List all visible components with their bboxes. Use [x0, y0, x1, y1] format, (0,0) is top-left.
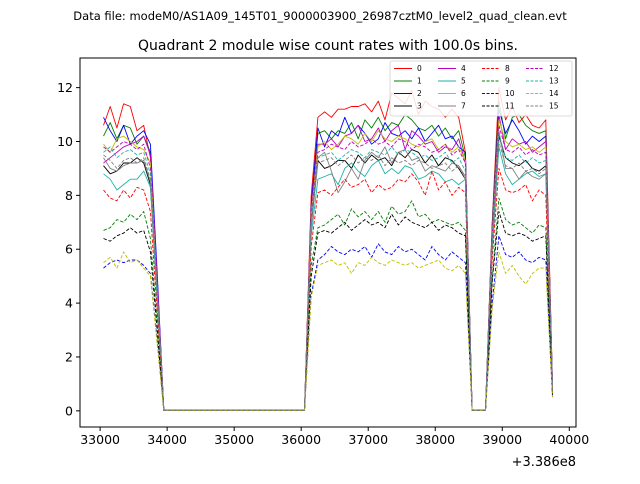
legend-label-13: 13 [549, 77, 559, 86]
legend-label-9: 9 [505, 77, 510, 86]
legend-label-7: 7 [461, 102, 466, 111]
y-tick-label: 8 [65, 188, 73, 203]
series-line-12 [103, 124, 553, 411]
data-file-label: Data file: modeM0/AS1A09_145T01_90000039… [73, 9, 567, 23]
legend-label-3: 3 [417, 102, 422, 111]
series-line-14 [103, 251, 553, 411]
x-axis: 33000 34000 35000 36000 37000 38000 39000 40000 [80, 427, 589, 447]
legend-label-1: 1 [417, 77, 422, 86]
x-tick-label: 39000 [482, 432, 522, 447]
legend-box [389, 60, 573, 117]
legend-label-0: 0 [417, 64, 422, 73]
y-tick-label: 10 [57, 134, 73, 149]
x-tick-label: 33000 [80, 432, 120, 447]
x-tick-label: 38000 [415, 432, 455, 447]
legend-label-10: 10 [505, 89, 515, 98]
y-tick-label: 0 [65, 403, 73, 418]
legend-label-5: 5 [461, 77, 466, 86]
x-tick-label: 37000 [348, 432, 388, 447]
legend-label-12: 12 [549, 64, 559, 73]
legend-label-14: 14 [549, 89, 559, 98]
legend-label-2: 2 [417, 89, 422, 98]
legend-label-15: 15 [549, 102, 559, 111]
series-line-15 [103, 141, 553, 411]
chart-title: Quadrant 2 module wise count rates with … [138, 38, 518, 54]
y-tick-label: 2 [65, 349, 73, 364]
x-tick-label: 36000 [281, 432, 321, 447]
x-tick-label: 35000 [214, 432, 254, 447]
x-tick-label: 40000 [549, 432, 589, 447]
legend-label-6: 6 [461, 89, 466, 98]
x-offset-label: +3.386e8 [512, 455, 576, 470]
legend-label-8: 8 [505, 64, 510, 73]
y-tick-label: 6 [65, 242, 73, 257]
x-tick-label: 34000 [147, 432, 187, 447]
plot-frame [79, 57, 577, 428]
y-tick-label: 4 [65, 296, 73, 311]
y-axis: 0 2 4 6 8 10 12 [57, 80, 80, 418]
y-tick-label: 12 [57, 80, 73, 95]
series-lines [103, 87, 553, 411]
legend-label-11: 11 [505, 102, 515, 111]
legend-label-4: 4 [461, 64, 466, 73]
